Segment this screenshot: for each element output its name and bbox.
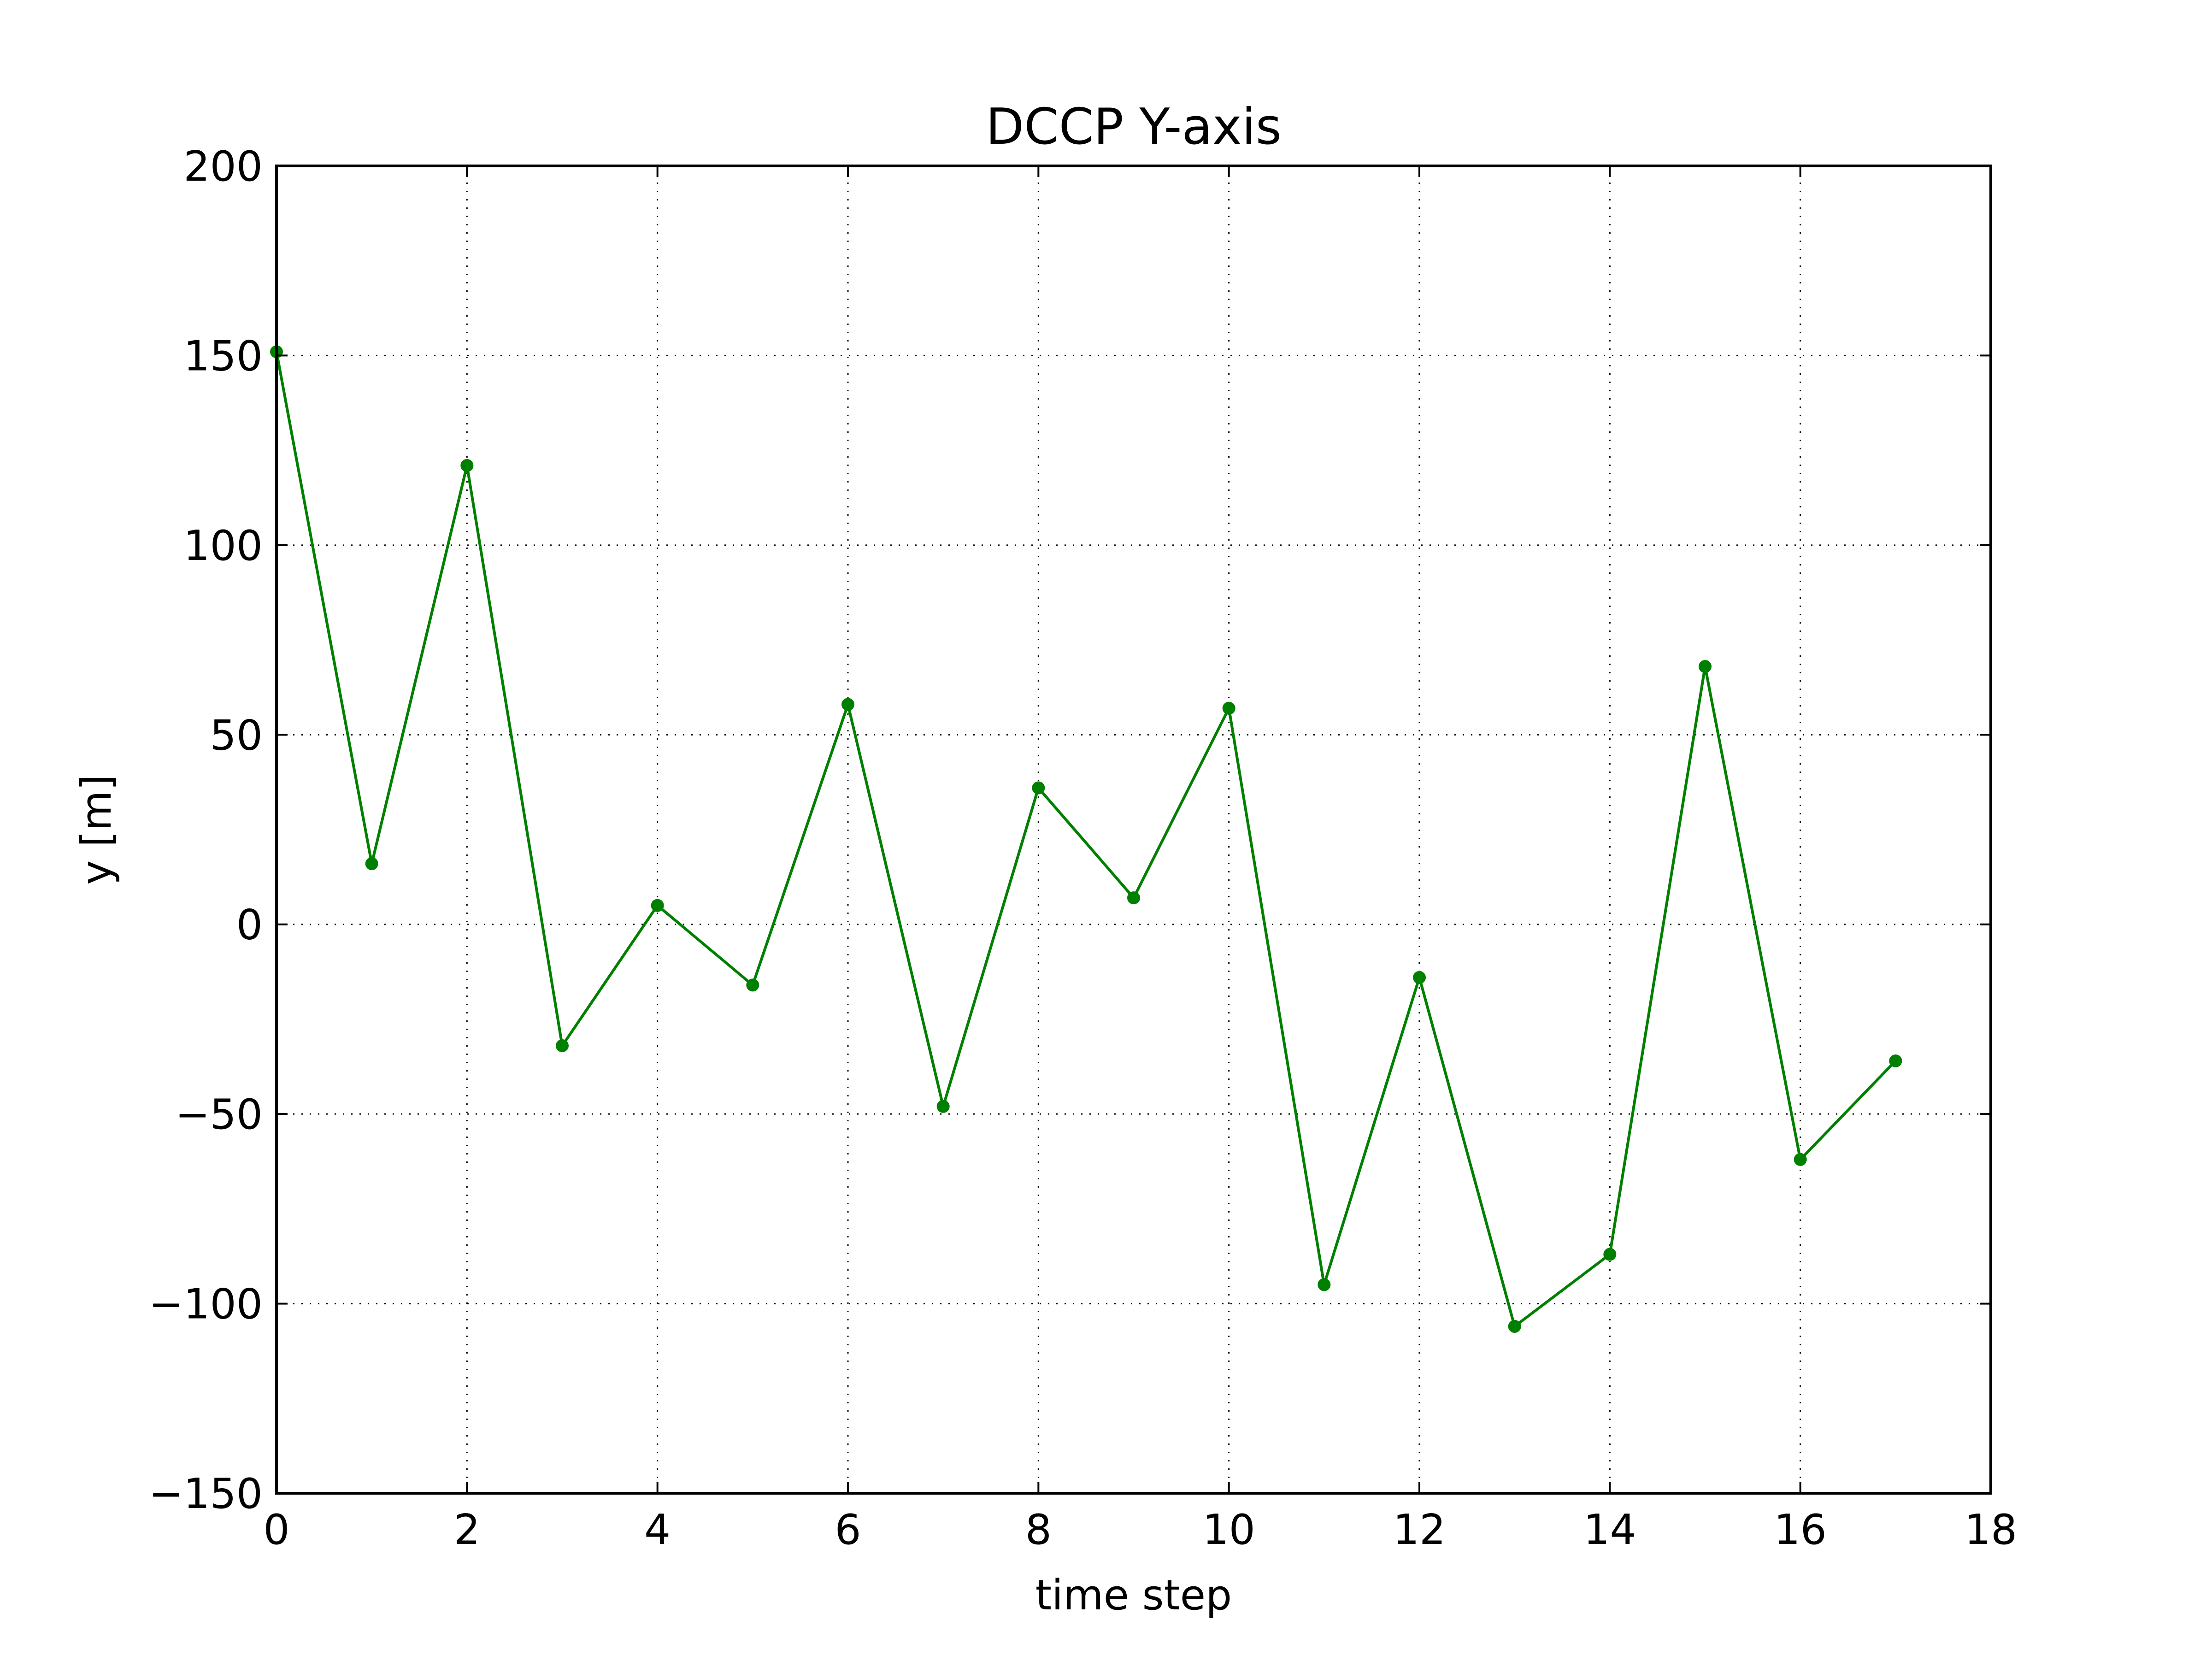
x-tick-label: 18 [1965,1506,2018,1554]
y-tick-label: 0 [236,901,263,949]
data-point [1222,701,1235,715]
tick-labels: 0 2 4 6 8 10 12 14 16 18 −150 −100 −50 0 50 100 150 200 [149,142,2017,1554]
x-tick-label: 4 [644,1506,671,1554]
x-tick-label: 10 [1202,1506,1255,1554]
data-point [1127,891,1140,905]
data-point [1699,660,1712,673]
x-axis-label: time step [1035,1571,1232,1620]
y-tick-label: 200 [183,142,263,191]
x-tick-label: 16 [1774,1506,1827,1554]
y-tick-label: 150 [183,332,263,380]
data-point [841,698,854,711]
x-tick-label: 2 [454,1506,480,1554]
x-tick-label: 0 [263,1506,289,1554]
grid-lines [276,166,1991,1493]
data-point [1794,1153,1807,1166]
y-tick-label: −50 [175,1090,263,1139]
data-point [1413,971,1426,984]
data-point [365,857,378,871]
y-tick-label: −150 [149,1470,263,1518]
data-point [746,978,759,992]
series-line [275,351,1897,1328]
chart-title: DCCP Y-axis [986,98,1282,156]
data-point [936,1100,950,1113]
y-tick-label: 100 [183,522,263,570]
data-point [651,899,664,912]
x-tick-label: 6 [835,1506,861,1554]
y-tick-label: −100 [149,1280,263,1329]
data-point [1603,1248,1617,1261]
x-tick-label: 12 [1393,1506,1446,1554]
x-tick-label: 14 [1583,1506,1636,1554]
data-point [1032,781,1045,795]
data-point [556,1039,569,1053]
axis-ticks [276,165,1992,1494]
data-point [1508,1319,1521,1333]
y-axis-label: y [m] [72,774,121,885]
y-tick-label: 50 [210,711,263,760]
plot-area-frame [275,165,1992,1495]
data-point [1889,1054,1902,1067]
x-tick-label: 8 [1025,1506,1052,1554]
data-point [460,459,474,472]
data-point [1318,1278,1331,1291]
